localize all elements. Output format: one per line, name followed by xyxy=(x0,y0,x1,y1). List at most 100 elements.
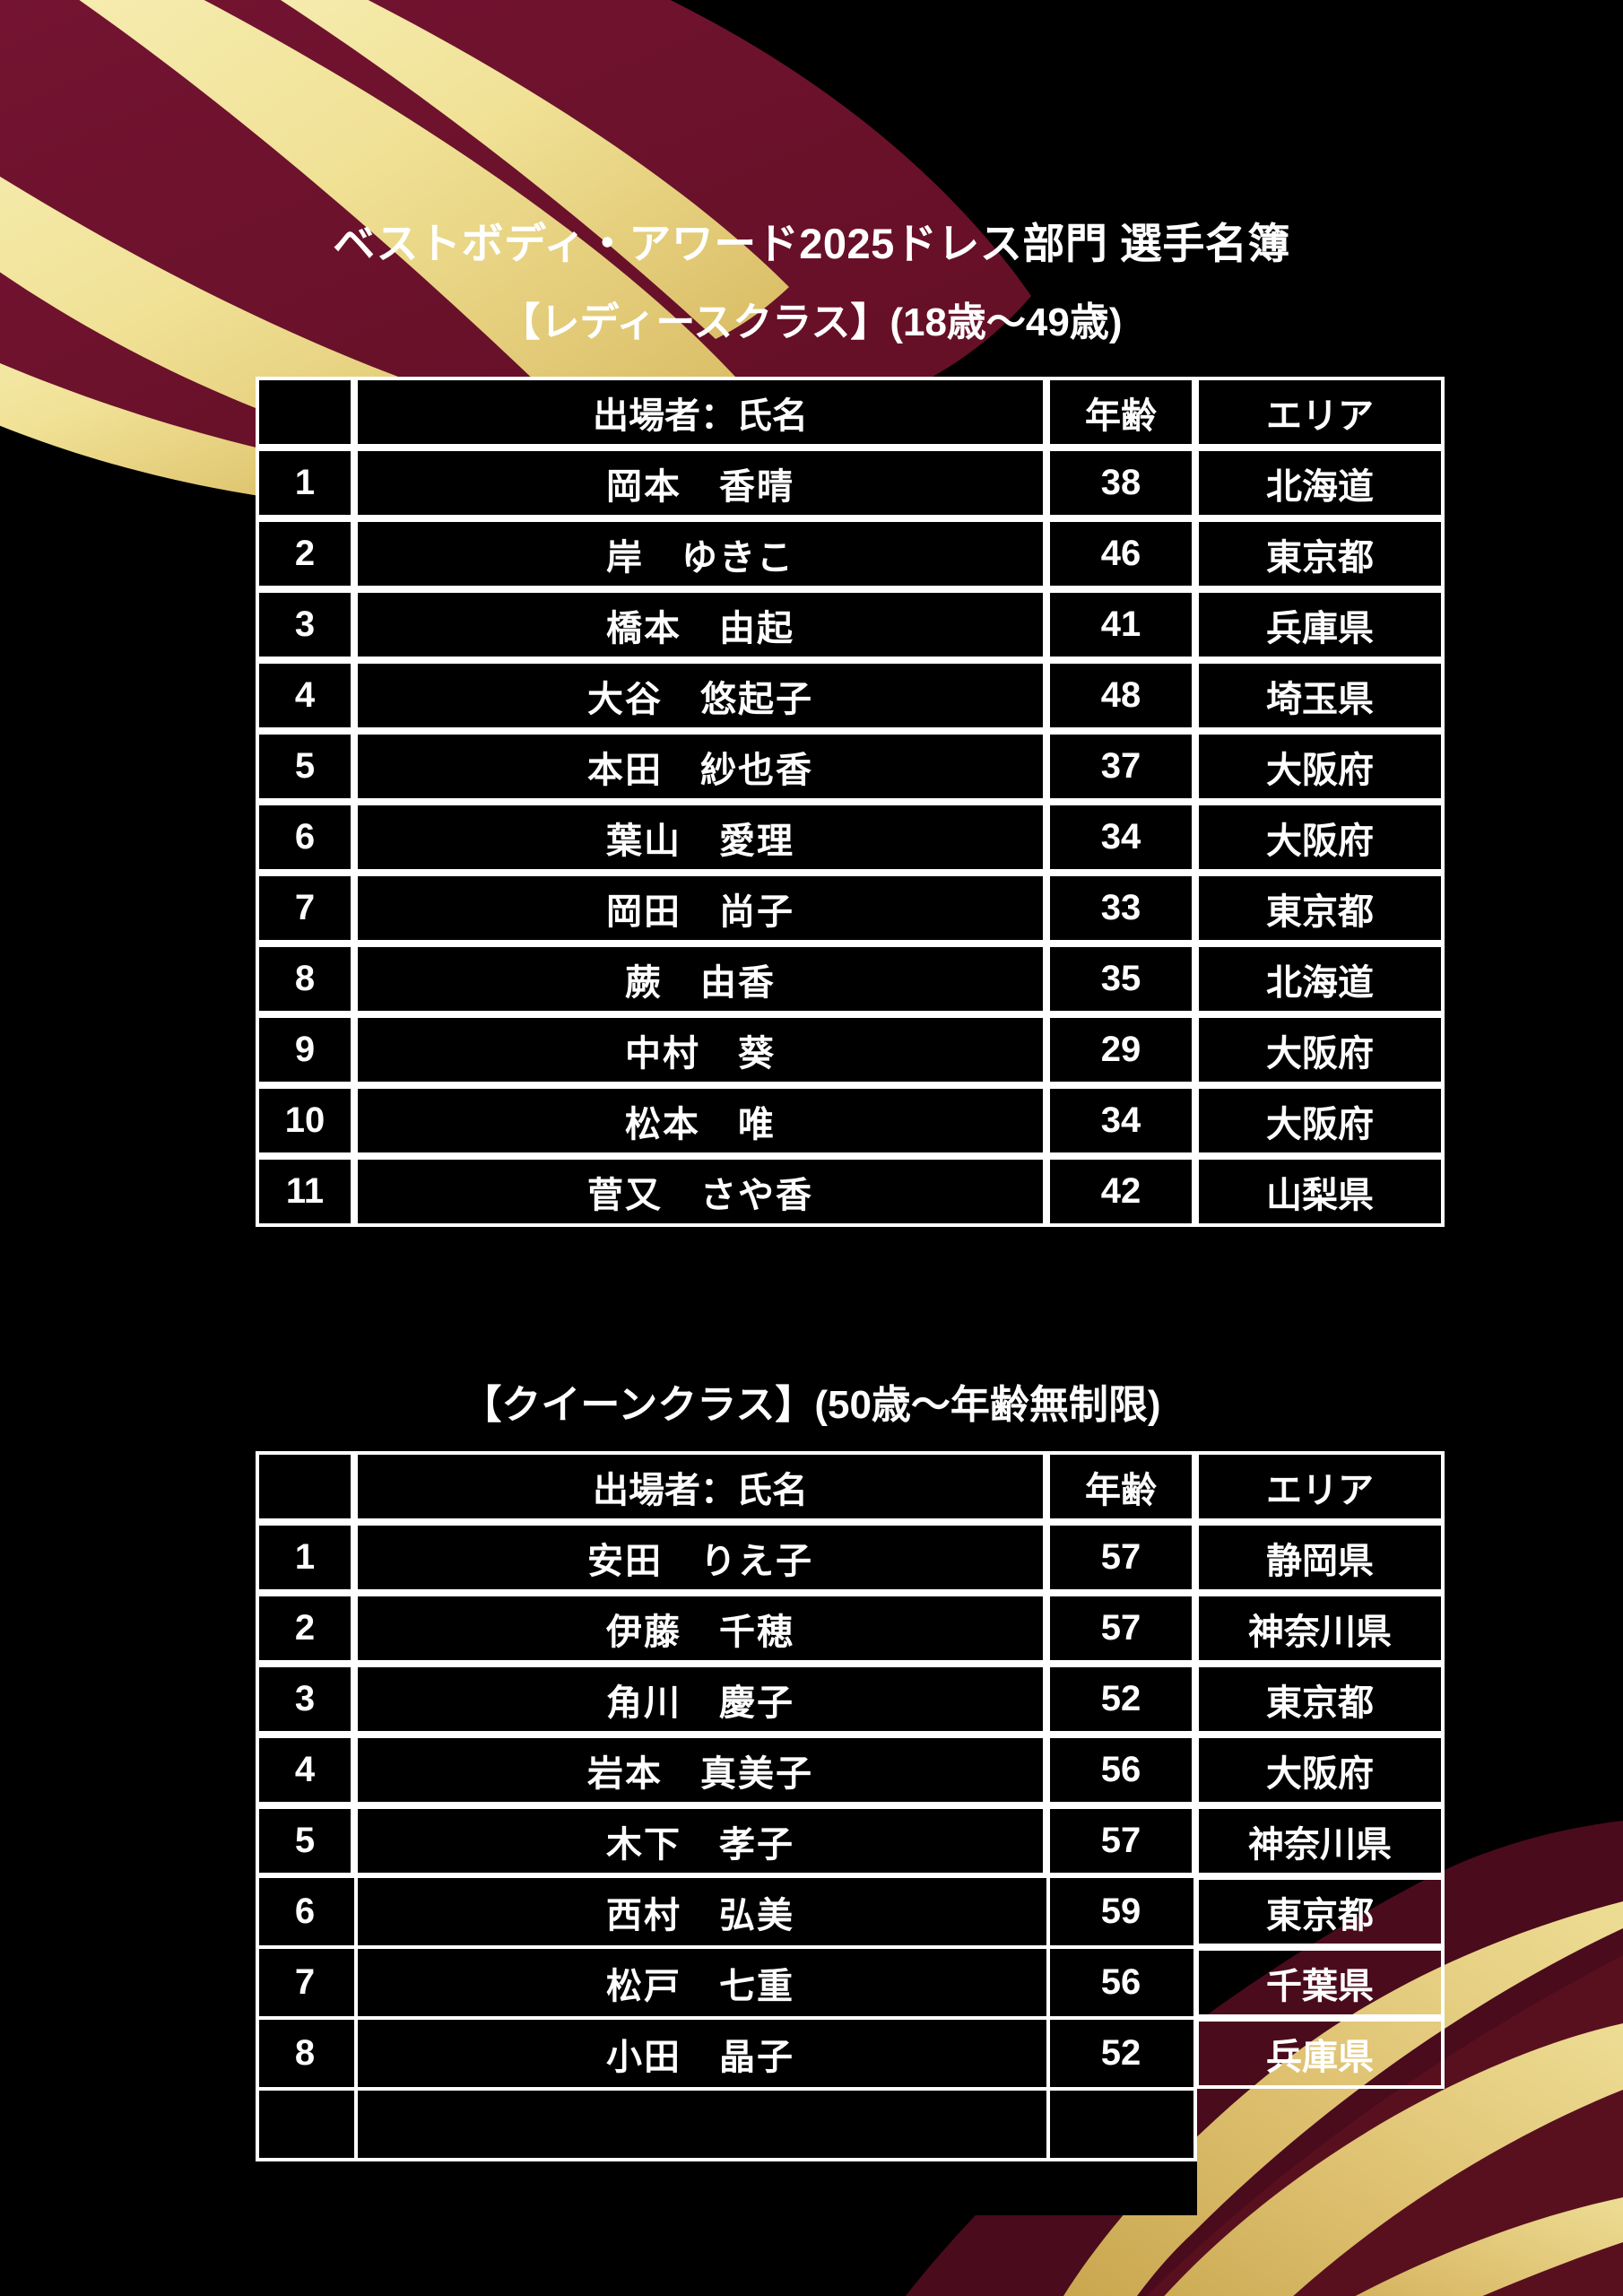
row-index: 3 xyxy=(256,1664,354,1735)
row-age: 41 xyxy=(1046,589,1195,660)
row-index: 8 xyxy=(256,944,354,1014)
row-age: 59 xyxy=(1046,1876,1195,1947)
row-area: 大阪府 xyxy=(1195,1014,1445,1085)
row-area: 埼玉県 xyxy=(1195,660,1445,731)
table-row: 2 伊藤 千穂 57 神奈川県 xyxy=(256,1593,1445,1664)
queen-class-caption: 【クイーンクラス】(50歳〜年齢無制限) xyxy=(462,1383,1161,1427)
row-name: 伊藤 千穂 xyxy=(354,1593,1046,1664)
row-index: 4 xyxy=(256,660,354,731)
table-row: 4 大谷 悠起子 48 埼玉県 xyxy=(256,660,1445,731)
row-age: 57 xyxy=(1046,1593,1195,1664)
row-name: 菅又 さや香 xyxy=(354,1156,1046,1227)
table-row: 2 岸 ゆきこ 46 東京都 xyxy=(256,518,1445,589)
row-age: 57 xyxy=(1046,1805,1195,1876)
table-header-row: 出場者：氏名 年齢 エリア xyxy=(256,1451,1445,1522)
row-index: 8 xyxy=(256,2018,354,2089)
table-row: 9 中村 葵 29 大阪府 xyxy=(256,1014,1445,1085)
row-name: 角川 慶子 xyxy=(354,1664,1046,1735)
table-row: 11 菅又 さや香 42 山梨県 xyxy=(256,1156,1445,1227)
table-row: 7 松戸 七重 56 千葉県 xyxy=(256,1947,1445,2018)
row-name: 本田 紗也香 xyxy=(354,731,1046,802)
ladies-class-table: 出場者：氏名 年齢 エリア 1 岡本 香晴 38 北海道 2 岸 ゆきこ 46 … xyxy=(256,377,1445,1227)
row-index: 10 xyxy=(256,1085,354,1156)
row-index: 3 xyxy=(256,589,354,660)
row-age: 35 xyxy=(1046,944,1195,1014)
table-row: 1 安田 りえ子 57 静岡県 xyxy=(256,1522,1445,1593)
row-name: 松本 唯 xyxy=(354,1085,1046,1156)
column-header-age: 年齢 xyxy=(1046,1451,1195,1522)
row-area: 北海道 xyxy=(1195,944,1445,1014)
queen-class-table: 出場者：氏名 年齢 エリア 1 安田 りえ子 57 静岡県 2 伊藤 千穂 57… xyxy=(256,1451,1445,2089)
row-area: 兵庫県 xyxy=(1195,589,1445,660)
row-area: 東京都 xyxy=(1195,518,1445,589)
row-age: 42 xyxy=(1046,1156,1195,1227)
row-area: 山梨県 xyxy=(1195,1156,1445,1227)
row-index: 7 xyxy=(256,1947,354,2018)
row-index: 4 xyxy=(256,1735,354,1805)
row-age: 48 xyxy=(1046,660,1195,731)
row-index: 9 xyxy=(256,1014,354,1085)
row-index: 1 xyxy=(256,1522,354,1593)
row-index: 6 xyxy=(256,1876,354,1947)
table-row: 3 角川 慶子 52 東京都 xyxy=(256,1664,1445,1735)
row-index: 11 xyxy=(256,1156,354,1227)
row-age: 52 xyxy=(1046,1664,1195,1735)
table-row: 7 岡田 尚子 33 東京都 xyxy=(256,873,1445,944)
row-age: 56 xyxy=(1046,1735,1195,1805)
row-name: 岡田 尚子 xyxy=(354,873,1046,944)
row-name: 木下 孝子 xyxy=(354,1805,1046,1876)
page-title: ベストボディ・アワード2025ドレス部門 選手名簿 xyxy=(333,220,1290,267)
column-header-index xyxy=(256,377,354,448)
row-name: 岸 ゆきこ xyxy=(354,518,1046,589)
column-header-area: エリア xyxy=(1195,377,1445,448)
row-name: 橋本 由起 xyxy=(354,589,1046,660)
column-header-name: 出場者：氏名 xyxy=(354,377,1046,448)
row-age: 38 xyxy=(1046,448,1195,518)
row-name: 西村 弘美 xyxy=(354,1876,1046,1947)
column-header-area: エリア xyxy=(1195,1451,1445,1522)
row-age: 37 xyxy=(1046,731,1195,802)
row-area: 静岡県 xyxy=(1195,1522,1445,1593)
column-header-index xyxy=(256,1451,354,1522)
row-area: 兵庫県 xyxy=(1195,2018,1445,2089)
row-name: 中村 葵 xyxy=(354,1014,1046,1085)
ladies-class-caption: 【レディースクラス】(18歳〜49歳) xyxy=(500,300,1123,344)
row-name: 岡本 香晴 xyxy=(354,448,1046,518)
row-index: 2 xyxy=(256,1593,354,1664)
row-area: 神奈川県 xyxy=(1195,1593,1445,1664)
row-age: 29 xyxy=(1046,1014,1195,1085)
row-area: 北海道 xyxy=(1195,448,1445,518)
table-row: 6 葉山 愛理 34 大阪府 xyxy=(256,802,1445,873)
row-area: 大阪府 xyxy=(1195,731,1445,802)
table-row: 6 西村 弘美 59 東京都 xyxy=(256,1876,1445,1947)
row-index: 2 xyxy=(256,518,354,589)
row-area: 千葉県 xyxy=(1195,1947,1445,2018)
table-header-row: 出場者：氏名 年齢 エリア xyxy=(256,377,1445,448)
row-age: 34 xyxy=(1046,802,1195,873)
column-header-name: 出場者：氏名 xyxy=(354,1451,1046,1522)
table-row: 10 松本 唯 34 大阪府 xyxy=(256,1085,1445,1156)
row-age: 46 xyxy=(1046,518,1195,589)
table-row: 1 岡本 香晴 38 北海道 xyxy=(256,448,1445,518)
row-age: 56 xyxy=(1046,1947,1195,2018)
row-index: 7 xyxy=(256,873,354,944)
row-name: 松戸 七重 xyxy=(354,1947,1046,2018)
table-row: 4 岩本 真美子 56 大阪府 xyxy=(256,1735,1445,1805)
row-area: 神奈川県 xyxy=(1195,1805,1445,1876)
row-area: 大阪府 xyxy=(1195,802,1445,873)
title-block: ベストボディ・アワード2025ドレス部門 選手名簿 【レディースクラス】(18歳… xyxy=(0,222,1623,347)
row-name: 岩本 真美子 xyxy=(354,1735,1046,1805)
column-header-age: 年齢 xyxy=(1046,377,1195,448)
row-index: 5 xyxy=(256,731,354,802)
row-name: 小田 晶子 xyxy=(354,2018,1046,2089)
row-area: 大阪府 xyxy=(1195,1085,1445,1156)
row-area: 東京都 xyxy=(1195,1876,1445,1947)
row-index: 6 xyxy=(256,802,354,873)
row-area: 東京都 xyxy=(1195,1664,1445,1735)
table-row: 8 蕨 由香 35 北海道 xyxy=(256,944,1445,1014)
table-row: 8 小田 晶子 52 兵庫県 xyxy=(256,2018,1445,2089)
row-name: 葉山 愛理 xyxy=(354,802,1046,873)
row-area: 大阪府 xyxy=(1195,1735,1445,1805)
